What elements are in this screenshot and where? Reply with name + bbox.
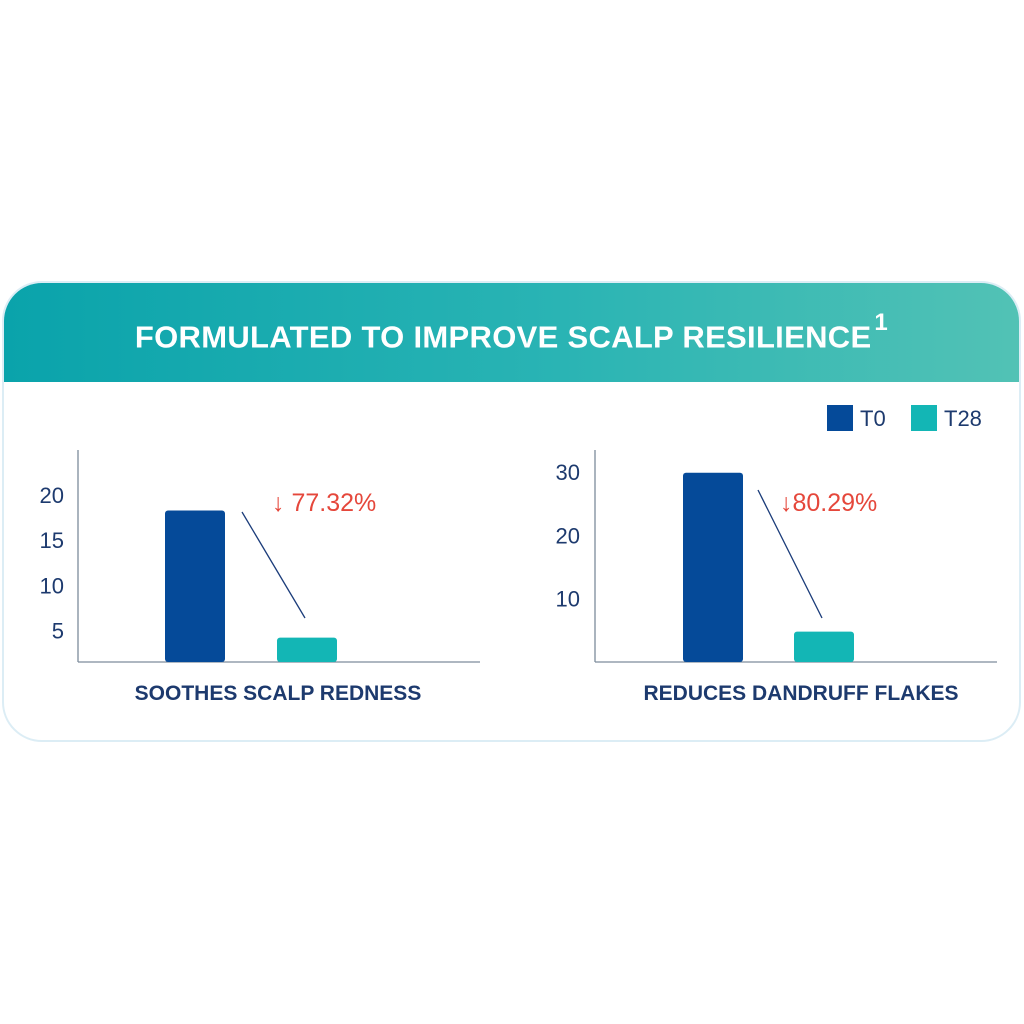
change-label: ↓80.29% bbox=[780, 489, 877, 517]
y-tick-label: 5 bbox=[52, 618, 64, 643]
bar-t28 bbox=[794, 631, 854, 662]
header-title: FORMULATED TO IMPROVE SCALP RESILIENCE 1 bbox=[4, 309, 1019, 355]
y-tick-label: 10 bbox=[40, 573, 64, 598]
header-title-text: FORMULATED TO IMPROVE SCALP RESILIENCE bbox=[134, 319, 872, 355]
y-tick-label: 15 bbox=[40, 528, 64, 553]
chart-dandruff: 10 20 30 ↓80.29% REDUCES DANDRUFF FLAKES bbox=[556, 450, 997, 705]
change-label: ↓ 77.32% bbox=[272, 489, 376, 517]
y-tick-label: 20 bbox=[556, 523, 580, 548]
bar-t0 bbox=[683, 472, 743, 662]
change-connector-line bbox=[757, 489, 823, 619]
y-tick-label: 20 bbox=[40, 483, 64, 508]
bar-t28 bbox=[277, 637, 337, 662]
legend: T0 T28 bbox=[827, 405, 982, 431]
change-connector-line bbox=[241, 511, 306, 619]
card-header: FORMULATED TO IMPROVE SCALP RESILIENCE 1 bbox=[4, 283, 1019, 382]
y-tick-label: 30 bbox=[556, 460, 580, 485]
x-axis-label: REDUCES DANDRUFF FLAKES bbox=[644, 682, 959, 705]
footnote-marker: 1 bbox=[874, 309, 889, 336]
legend-label-t28: T28 bbox=[944, 406, 982, 431]
legend-label-t0: T0 bbox=[860, 406, 886, 431]
legend-swatch-t0 bbox=[827, 405, 853, 431]
x-axis-label: SOOTHES SCALP REDNESS bbox=[135, 682, 422, 705]
legend-swatch-t28 bbox=[911, 405, 937, 431]
chart-redness: 5 10 15 20 ↓ 77.32% SOOTHES SCALP REDNESS bbox=[40, 450, 480, 705]
bar-t0 bbox=[165, 510, 225, 662]
y-tick-label: 10 bbox=[556, 587, 580, 612]
